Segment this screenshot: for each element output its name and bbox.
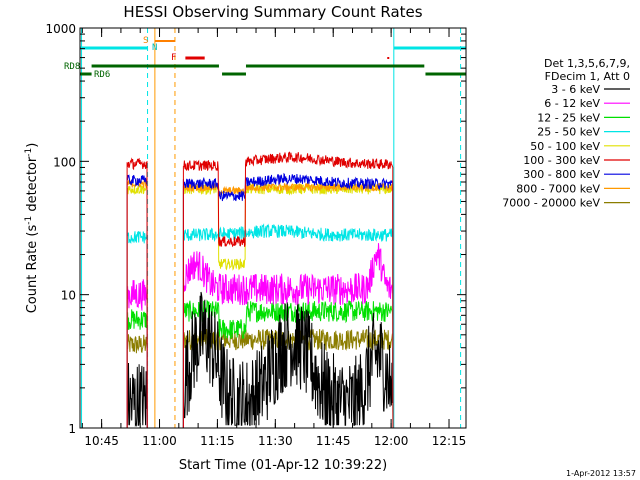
series-line [126, 183, 148, 429]
y-tick-label: 10 [61, 289, 76, 303]
series-line [182, 151, 394, 429]
x-axis-label: Start Time (01-Apr-12 10:39:22) [179, 458, 387, 473]
y-tick-label: 1000 [45, 22, 76, 36]
chart-title: HESSI Observing Summary Count Rates [123, 3, 422, 21]
legend-header: FDecim 1, Att 0 [545, 70, 630, 83]
y-tick-label: 1 [68, 422, 76, 436]
series-line [126, 334, 148, 429]
series-line [126, 309, 148, 429]
series-line [126, 230, 148, 429]
saa-label: S [143, 36, 148, 46]
legend-header: Det 1,3,5,6,7,9, [544, 57, 630, 70]
rd6-label: RD6 [94, 70, 110, 80]
x-tick-label: 11:45 [316, 434, 351, 448]
series-line [126, 157, 148, 429]
flare-label: F [171, 53, 176, 63]
series-line [182, 243, 394, 429]
status-bars: SN F RD8 RD6 [64, 36, 466, 80]
x-axis: 10:45 11:00 11:15 11:30 11:45 12:00 12:15 [81, 28, 467, 448]
plot-frame [79, 27, 467, 429]
legend-entry-label: 6 - 12 keV [544, 97, 600, 110]
flare-dot [387, 57, 390, 59]
series-line [182, 223, 394, 429]
series-line [126, 362, 148, 429]
x-tick-label: 11:30 [258, 434, 293, 448]
series-line [182, 291, 394, 429]
series-lines [126, 151, 394, 429]
x-tick-label: 12:00 [374, 434, 409, 448]
legend-entry-label: 25 - 50 keV [537, 126, 600, 139]
y-axis: 1 10 100 1000 [45, 22, 466, 436]
legend-entry-label: 300 - 800 keV [523, 168, 600, 181]
legend: Det 1,3,5,6,7,9,FDecim 1, Att 03 - 6 keV… [502, 57, 630, 210]
x-tick-label: 11:15 [200, 434, 235, 448]
timestamp: 1-Apr-2012 13:57 [566, 469, 636, 478]
legend-entry-label: 3 - 6 keV [551, 83, 600, 96]
x-tick-label: 12:15 [432, 434, 467, 448]
x-tick-label: 11:00 [142, 434, 177, 448]
legend-entry-label: 12 - 25 keV [537, 111, 600, 124]
legend-entry-label: 800 - 7000 keV [516, 182, 600, 195]
x-tick-label: 10:45 [84, 434, 119, 448]
series-line [126, 279, 148, 429]
legend-entry-label: 100 - 300 keV [523, 154, 600, 167]
legend-entry-label: 7000 - 20000 keV [502, 197, 600, 210]
legend-entry-label: 50 - 100 keV [530, 140, 600, 153]
y-tick-label: 100 [53, 155, 76, 169]
y-axis-label: Count Rate (s-1 detector-1) [24, 143, 40, 314]
series-line [126, 174, 148, 429]
rd8-label: RD8 [64, 62, 80, 72]
night-label: N [152, 43, 157, 53]
